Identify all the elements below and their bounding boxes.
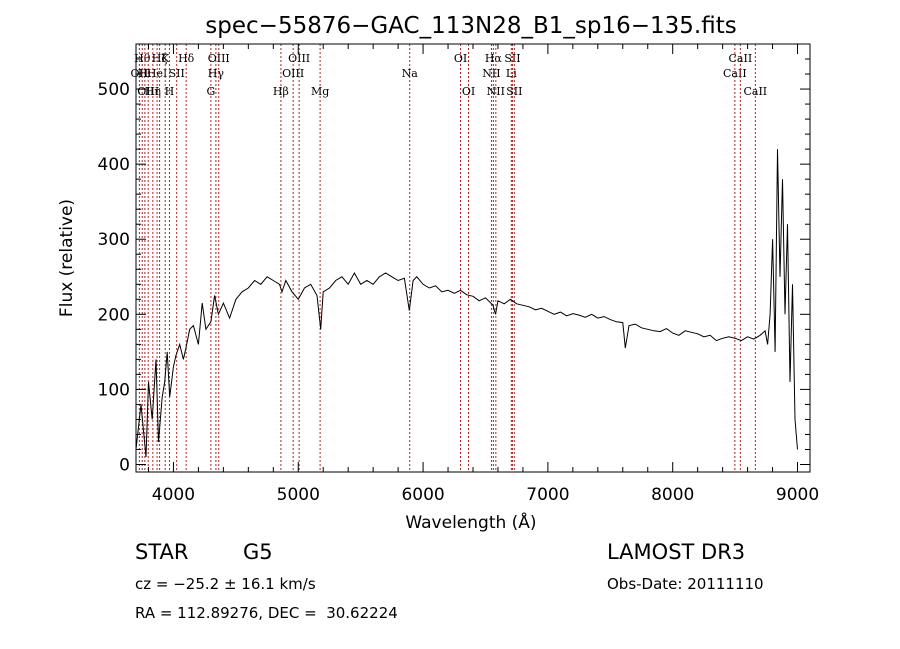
y-axis-label: Flux (relative) — [57, 199, 77, 317]
line-marker-label-9: SII — [169, 67, 185, 80]
line-marker-label-22: Hα — [485, 52, 503, 65]
object-class: STAR — [135, 540, 189, 564]
x-tick-label-9000: 9000 — [776, 485, 819, 505]
line-marker-label-14: Hβ — [273, 85, 289, 98]
y-tick-label-200: 200 — [98, 305, 130, 325]
line-marker-label-17: Mg — [311, 85, 329, 98]
line-marker-label-28: CaII — [729, 52, 753, 65]
line-marker-label-7: K — [161, 52, 170, 65]
y-tick-label-0: 0 — [119, 455, 130, 475]
plot-frame — [135, 43, 811, 473]
line-marker-label-4: Hη — [145, 85, 161, 98]
line-marker-label-11: G — [206, 85, 215, 98]
line-marker-label-27: CaII — [723, 67, 747, 80]
line-marker-label-20: OI — [462, 85, 475, 98]
line-marker-label-29: CaII — [743, 85, 767, 98]
survey-name: LAMOST DR3 — [607, 540, 746, 564]
chart-title: spec−55876−GAC_113N28_B1_sp16−135.fits — [205, 13, 736, 39]
line-marker-label-0: OII — [131, 67, 149, 80]
object-subclass: G5 — [243, 540, 273, 564]
line-marker-label-5: HeI — [147, 67, 167, 80]
y-tick-label-100: 100 — [98, 380, 130, 400]
x-axis-label: Wavelength (Å) — [405, 511, 536, 533]
line-marker-label-24: Li — [506, 67, 517, 80]
line-marker-label-18: Na — [402, 67, 419, 80]
y-tick-label-300: 300 — [98, 230, 130, 250]
line-marker-label-8: H — [165, 85, 175, 98]
line-marker-label-12: Hγ — [208, 67, 225, 80]
spectral-line-markers: OIIHθHιOIIIHηHeIHζKHSIIHδGHγOIIIHβOIIIOI… — [131, 44, 767, 472]
line-marker-label-13: OIII — [208, 52, 230, 65]
line-marker-label-6: Hζ — [152, 52, 168, 65]
y-tick-label-400: 400 — [98, 155, 130, 175]
spectrum-series-line — [135, 149, 798, 458]
y-tick-label-500: 500 — [98, 80, 130, 100]
x-tick-label-7000: 7000 — [526, 485, 569, 505]
coordinates-readout: RA = 112.89276, DEC = 30.62224 — [135, 604, 398, 622]
redshift-readout: cz = −25.2 ± 16.1 km/s — [135, 575, 316, 593]
line-marker-label-25: SII — [504, 52, 520, 65]
x-tick-label-8000: 8000 — [651, 485, 694, 505]
line-marker-label-26: SII — [506, 85, 522, 98]
x-tick-label-6000: 6000 — [401, 485, 444, 505]
x-tick-label-5000: 5000 — [277, 485, 320, 505]
line-marker-label-21: NII — [482, 67, 500, 80]
line-marker-label-19: OI — [454, 52, 467, 65]
line-marker-label-16: OIII — [288, 52, 310, 65]
line-marker-label-23: NII — [487, 85, 505, 98]
x-tick-label-4000: 4000 — [152, 485, 195, 505]
spectrum-chart: spec−55876−GAC_113N28_B1_sp16−135.fits O… — [57, 13, 819, 533]
x-axis: 4000 5000 6000 7000 8000 9000 — [147, 44, 819, 505]
line-marker-label-15: OIII — [282, 67, 304, 80]
y-axis: 0 100 200 300 400 500 — [98, 43, 810, 475]
obs-date: Obs-Date: 20111110 — [607, 575, 764, 593]
line-marker-label-10: Hδ — [178, 52, 195, 65]
line-marker-label-3: OIII — [137, 85, 159, 98]
line-marker-label-1: Hθ — [134, 52, 151, 65]
